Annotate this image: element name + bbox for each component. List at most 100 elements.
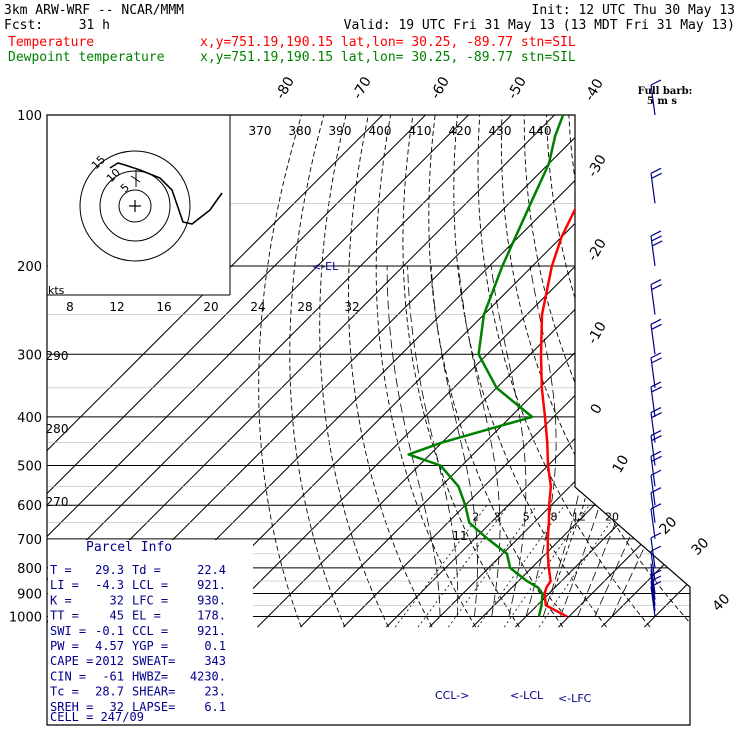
dewpoint-curve: [407, 115, 565, 617]
isotherm-label: 30: [689, 535, 713, 559]
parcel-info-title: Parcel Info: [86, 540, 172, 555]
wind-barb-flag: [651, 323, 662, 330]
isotherm-line: [47, 115, 469, 628]
parcel-info-label: Td =: [132, 563, 161, 577]
el-label: <-EL: [312, 260, 339, 273]
parcel-info-value: 921.: [197, 624, 226, 638]
wind-barb: [650, 532, 662, 568]
mixing-ratio-label: 3: [494, 511, 501, 524]
dry-adiabat-line: [679, 115, 690, 628]
wind-barb-staff: [650, 575, 656, 606]
isotherm-label: -80: [273, 74, 298, 102]
mixing-ratio-line: [417, 504, 509, 628]
theta-label: 410: [409, 124, 432, 138]
wind-barb-flag: [650, 450, 662, 457]
wind-barb-staff: [650, 475, 656, 506]
wind-barb-flag: [650, 352, 662, 359]
isotherm-label: 10: [610, 453, 633, 476]
parcel-info-label: EL =: [132, 609, 161, 623]
parcel-info-box: Parcel Info T = 29.3 Td = 22.4 LI = -4.3 LCL =…: [50, 540, 226, 724]
wind-barb: [650, 318, 662, 355]
dry-adiabat-line: [319, 115, 389, 628]
legend-dewpoint-name: Dewpoint temperature: [8, 50, 165, 65]
theta-label: 430: [489, 124, 512, 138]
wind-barb-staff: [650, 84, 656, 116]
wind-barb-flag: [651, 240, 663, 247]
parcel-info-label: Tc =: [50, 685, 79, 699]
parcel-info-value: -61: [102, 669, 124, 683]
wind-barb: [650, 469, 662, 506]
parcel-info-value: 45: [110, 609, 124, 623]
parcel-info-value: 178.: [197, 609, 226, 623]
hodograph-speed-label: 16: [156, 300, 171, 314]
isotherm-label: -70: [350, 74, 375, 102]
theta-label: 380: [289, 124, 312, 138]
parcel-info-label: LAPSE=: [132, 700, 175, 714]
pressure-label: 700: [17, 533, 42, 548]
parcel-info-value: 4.57: [95, 639, 124, 653]
wind-barb-staff: [650, 563, 656, 594]
parcel-info-label: LI =: [50, 578, 79, 592]
isotherm-line: [515, 115, 690, 628]
model-title: 3km ARW-WRF -- NCAR/MMM: [4, 3, 184, 18]
wind-barb: [650, 167, 662, 204]
hodograph-speed-label: 24: [250, 300, 265, 314]
wind-barb: [650, 569, 656, 600]
moist-adiabat-line: [560, 265, 635, 617]
legend-temperature-name: Temperature: [8, 35, 94, 50]
parcel-info-label: CAPE =: [50, 654, 93, 668]
fcst-label: Fcst:: [4, 18, 43, 33]
parcel-info-value: 0.1: [204, 639, 226, 653]
wind-barb-staff: [650, 551, 656, 582]
wind-barb-flag: [650, 167, 662, 174]
wind-barb-flag: [651, 284, 662, 291]
dry-adiabat-line: [289, 115, 346, 628]
wind-barb-flag: [650, 407, 662, 414]
parcel-info-value: 343: [204, 654, 226, 668]
theta-label: 390: [329, 124, 352, 138]
wind-barb: [650, 450, 662, 487]
hodograph-trace: [109, 162, 223, 225]
wind-barb-flag: [651, 455, 662, 462]
pressure-label: 400: [17, 411, 42, 426]
valid-time: Valid: 19 UTC Fri 31 May 13 (13 MDT Fri …: [344, 18, 735, 33]
isotherm-line: [47, 115, 426, 628]
hodograph-speed-label: 8: [66, 300, 74, 314]
parcel-info-value: 32: [110, 700, 124, 714]
wind-barb-flag: [650, 429, 662, 437]
wind-barb-staff: [650, 569, 656, 600]
parcel-info-value: 6.1: [204, 700, 226, 714]
wind-barb-flag: [651, 434, 662, 442]
parcel-info-value: -0.1: [95, 624, 124, 638]
mixing-ratio-label: 2: [472, 511, 479, 524]
dry-adiabat-line: [453, 115, 607, 628]
parcel-info-label: LFC =: [132, 593, 168, 607]
hodograph-units: kts: [48, 284, 65, 297]
pressure-label: 900: [17, 588, 42, 603]
mixing-ratio-label: 12: [572, 511, 586, 524]
init-time: Init: 12 UTC Thu 30 May 13: [532, 3, 736, 18]
wind-barb-staff: [650, 492, 656, 523]
wind-barb-staff: [650, 586, 656, 617]
lfc-label: <-LFC: [558, 692, 592, 705]
moist-adiabat-line: [386, 266, 441, 617]
isotherm-label: -50: [505, 74, 530, 102]
dry-adiabat-line: [428, 115, 564, 628]
parcel-info-label: TT =: [50, 609, 79, 623]
parcel-info-label: HWBZ=: [132, 669, 168, 683]
parcel-info-value: 4230.: [190, 669, 226, 683]
parcel-info-value: 28.7: [95, 685, 124, 699]
wind-barb-flag: [650, 318, 662, 325]
pressure-label: 600: [17, 499, 42, 514]
pressure-label: 800: [17, 562, 42, 577]
wind-barb-flag: [651, 172, 662, 179]
wind-barb: [650, 429, 662, 466]
isotherm-line: [558, 115, 690, 628]
dry-adiabat-line: [258, 115, 302, 628]
fcst-value: 31 h: [79, 18, 110, 33]
dry-adiabat-label: 270: [46, 495, 69, 509]
dry-adiabat-line: [725, 115, 740, 627]
dry-adiabat-line: [477, 115, 651, 628]
parcel-info-value: 2012: [95, 654, 124, 668]
isotherm-label: 40: [710, 591, 734, 615]
